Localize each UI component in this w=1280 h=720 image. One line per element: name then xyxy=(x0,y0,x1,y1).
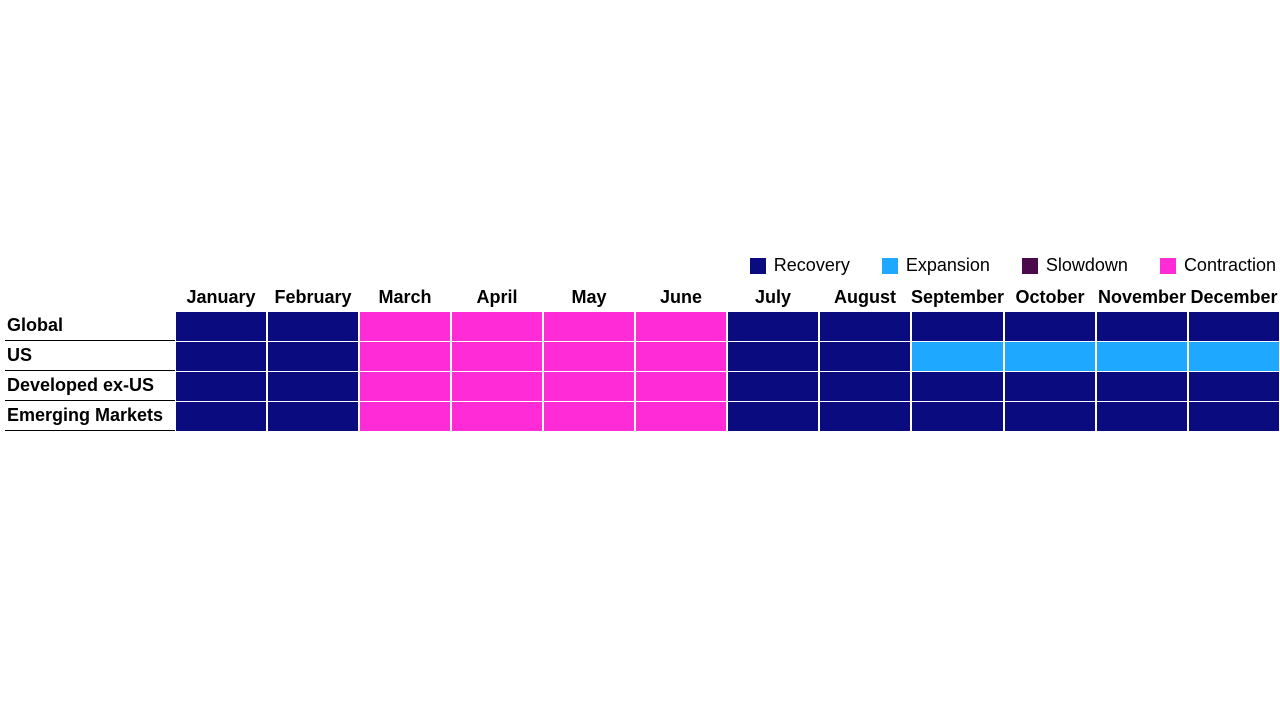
cell xyxy=(635,401,727,431)
cell xyxy=(1188,401,1280,431)
cell xyxy=(819,401,911,431)
cell xyxy=(451,311,543,341)
cell xyxy=(543,341,635,371)
cell xyxy=(1188,311,1280,341)
cell xyxy=(175,341,267,371)
legend: Recovery Expansion Slowdown Contraction xyxy=(5,255,1280,276)
cell xyxy=(911,311,1004,341)
cell xyxy=(1004,371,1096,401)
col-header-june: June xyxy=(635,284,727,311)
cell xyxy=(543,401,635,431)
col-header-september: September xyxy=(911,284,1004,311)
heatmap-grid: JanuaryFebruaryMarchAprilMayJuneJulyAugu… xyxy=(5,284,1280,431)
col-header-february: February xyxy=(267,284,359,311)
col-header-march: March xyxy=(359,284,451,311)
cell xyxy=(175,311,267,341)
cell xyxy=(911,341,1004,371)
row-label-global: Global xyxy=(5,311,175,341)
cell xyxy=(1188,341,1280,371)
col-header-january: January xyxy=(175,284,267,311)
header-spacer xyxy=(5,284,175,311)
cell xyxy=(359,401,451,431)
cell xyxy=(1188,371,1280,401)
cell xyxy=(451,401,543,431)
row-label-developed-ex-us: Developed ex-US xyxy=(5,371,175,401)
legend-item-contraction: Contraction xyxy=(1160,255,1276,276)
economic-cycle-heatmap: Recovery Expansion Slowdown Contraction Jan… xyxy=(5,255,1280,431)
legend-item-recovery: Recovery xyxy=(750,255,850,276)
cell xyxy=(727,371,819,401)
legend-item-expansion: Expansion xyxy=(882,255,990,276)
col-header-november: November xyxy=(1096,284,1188,311)
row-label-us: US xyxy=(5,341,175,371)
cell xyxy=(1004,341,1096,371)
legend-item-slowdown: Slowdown xyxy=(1022,255,1128,276)
cell xyxy=(359,371,451,401)
cell xyxy=(1004,401,1096,431)
cell xyxy=(911,371,1004,401)
cell xyxy=(819,371,911,401)
cell xyxy=(1096,371,1188,401)
col-header-august: August xyxy=(819,284,911,311)
row-label-emerging-markets: Emerging Markets xyxy=(5,401,175,431)
legend-swatch-expansion xyxy=(882,258,898,274)
cell xyxy=(635,341,727,371)
cell xyxy=(635,311,727,341)
cell xyxy=(819,311,911,341)
cell xyxy=(911,401,1004,431)
cell xyxy=(359,341,451,371)
cell xyxy=(1096,341,1188,371)
cell xyxy=(819,341,911,371)
col-header-july: July xyxy=(727,284,819,311)
cell xyxy=(1004,311,1096,341)
cell xyxy=(727,401,819,431)
cell xyxy=(727,311,819,341)
cell xyxy=(359,311,451,341)
legend-label-expansion: Expansion xyxy=(906,255,990,276)
cell xyxy=(175,401,267,431)
cell xyxy=(451,371,543,401)
legend-label-contraction: Contraction xyxy=(1184,255,1276,276)
cell xyxy=(267,341,359,371)
cell xyxy=(267,371,359,401)
col-header-may: May xyxy=(543,284,635,311)
cell xyxy=(543,311,635,341)
cell xyxy=(727,341,819,371)
cell xyxy=(451,341,543,371)
legend-swatch-contraction xyxy=(1160,258,1176,274)
legend-label-recovery: Recovery xyxy=(774,255,850,276)
cell xyxy=(635,371,727,401)
cell xyxy=(1096,401,1188,431)
cell xyxy=(267,311,359,341)
col-header-october: October xyxy=(1004,284,1096,311)
cell xyxy=(267,401,359,431)
legend-label-slowdown: Slowdown xyxy=(1046,255,1128,276)
legend-swatch-slowdown xyxy=(1022,258,1038,274)
col-header-december: December xyxy=(1188,284,1280,311)
cell xyxy=(543,371,635,401)
legend-swatch-recovery xyxy=(750,258,766,274)
col-header-april: April xyxy=(451,284,543,311)
cell xyxy=(1096,311,1188,341)
cell xyxy=(175,371,267,401)
